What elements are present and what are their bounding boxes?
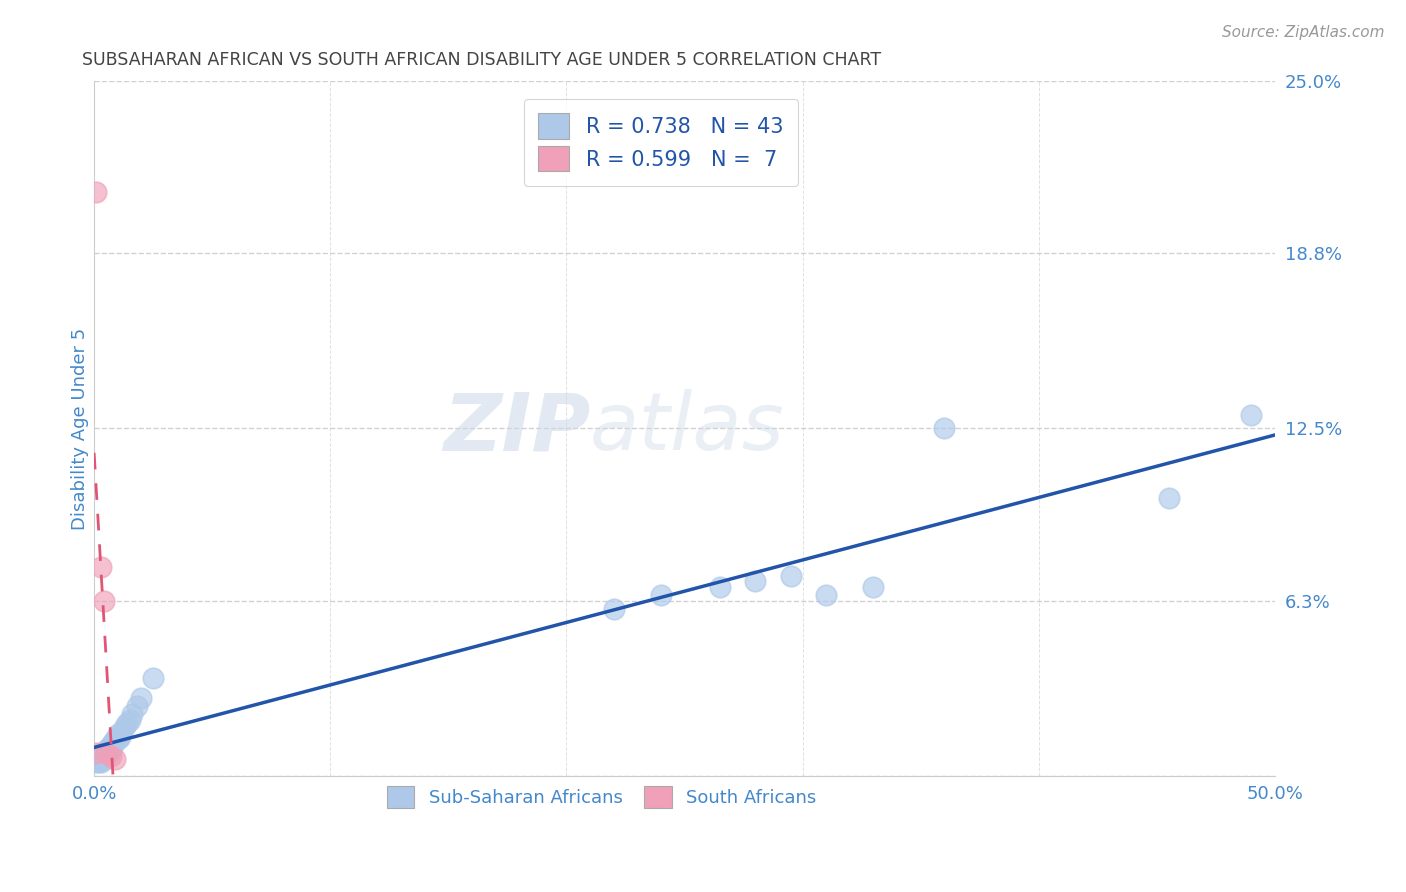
Point: [90, 560, 112, 574]
Point: [101, 735, 124, 749]
Point: [815, 588, 838, 602]
Text: SUBSAHARAN AFRICAN VS SOUTH AFRICAN DISABILITY AGE UNDER 5 CORRELATION CHART: SUBSAHARAN AFRICAN VS SOUTH AFRICAN DISA…: [83, 51, 882, 69]
Point: [86, 186, 108, 200]
Point: [100, 738, 122, 752]
Point: [1157, 491, 1180, 505]
Point: [121, 707, 143, 722]
Point: [93, 747, 115, 761]
Point: [94, 747, 117, 761]
Point: [107, 732, 129, 747]
Point: [100, 743, 122, 757]
Point: [104, 752, 127, 766]
Point: [100, 749, 122, 764]
Point: [107, 727, 129, 741]
Point: [93, 752, 115, 766]
Point: [111, 724, 134, 739]
Point: [602, 602, 624, 616]
Point: [94, 749, 117, 764]
Point: [93, 593, 115, 607]
Point: [101, 738, 124, 752]
Point: [115, 715, 138, 730]
Point: [100, 740, 122, 755]
Point: [744, 574, 766, 589]
Point: [108, 730, 131, 744]
Point: [87, 752, 110, 766]
Point: [114, 718, 136, 732]
Point: [94, 743, 117, 757]
Point: [862, 580, 884, 594]
Point: [142, 671, 165, 685]
Point: [93, 749, 115, 764]
Point: [90, 755, 112, 769]
Text: ZIP: ZIP: [443, 390, 591, 467]
Point: [934, 421, 956, 435]
Point: [90, 752, 112, 766]
Text: atlas: atlas: [591, 390, 785, 467]
Point: [87, 749, 110, 764]
Point: [87, 755, 110, 769]
Point: [118, 713, 141, 727]
Y-axis label: Disability Age Under 5: Disability Age Under 5: [72, 327, 89, 530]
Point: [97, 740, 120, 755]
Point: [90, 747, 112, 761]
Legend: Sub-Saharan Africans, South Africans: Sub-Saharan Africans, South Africans: [380, 779, 824, 815]
Point: [131, 690, 153, 705]
Point: [97, 747, 120, 761]
Point: [86, 747, 108, 761]
Point: [650, 588, 672, 602]
Text: Source: ZipAtlas.com: Source: ZipAtlas.com: [1222, 25, 1385, 40]
Point: [94, 747, 117, 761]
Point: [86, 752, 108, 766]
Point: [86, 755, 108, 769]
Point: [779, 568, 801, 582]
Point: [125, 699, 148, 714]
Point: [709, 580, 731, 594]
Point: [104, 732, 127, 747]
Point: [1240, 408, 1263, 422]
